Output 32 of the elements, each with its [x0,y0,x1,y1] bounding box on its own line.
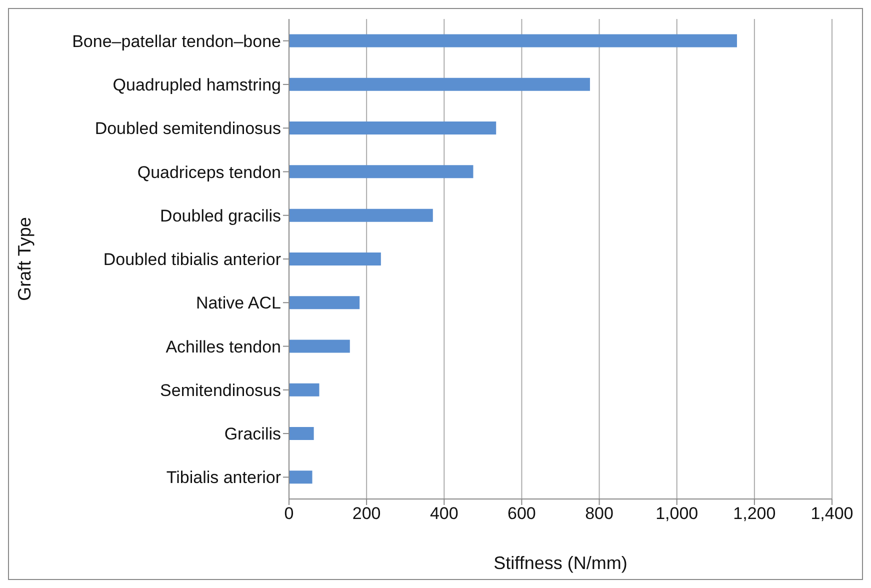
x-tick-label: 800 [585,504,614,524]
x-tick-label: 1,000 [656,504,698,524]
bar [289,296,360,310]
y-tick-label: Quadrupled hamstring [112,75,281,94]
x-axis-title: Stiffness (N/mm) [494,553,628,573]
x-tick-label: 1,200 [733,504,776,524]
bar [289,470,312,484]
x-tick-label: 1,400 [810,504,854,524]
y-tick-label: Doubled semitendinosus [94,119,281,138]
bar [289,78,590,91]
x-tick-label: 0 [284,504,294,524]
y-axis-title: Graft Type [14,217,34,301]
x-tick-label: 200 [352,504,381,524]
bar [289,340,350,353]
y-tick-label: Semitendinosus [160,380,281,400]
bar [289,34,737,48]
y-tick-label: Native ACL [196,294,281,313]
bar [289,252,381,266]
bar [289,383,320,396]
y-tick-label: Bone–patellar tendon–bone [72,32,281,51]
x-tick-label: 600 [508,504,536,524]
y-tick-label: Achilles tendon [166,337,281,356]
bar [289,208,433,222]
y-tick-label: Quadriceps tendon [137,162,281,182]
bar [289,165,474,178]
x-tick-label: 400 [430,504,458,524]
bar [289,122,496,135]
y-tick-label: Tibialis anterior [166,468,282,488]
y-tick-label: Doubled tibialis anterior [103,250,282,270]
y-tick-label: Doubled gracilis [160,206,281,226]
y-tick-label: Gracilis [224,424,281,444]
bar [289,427,314,440]
